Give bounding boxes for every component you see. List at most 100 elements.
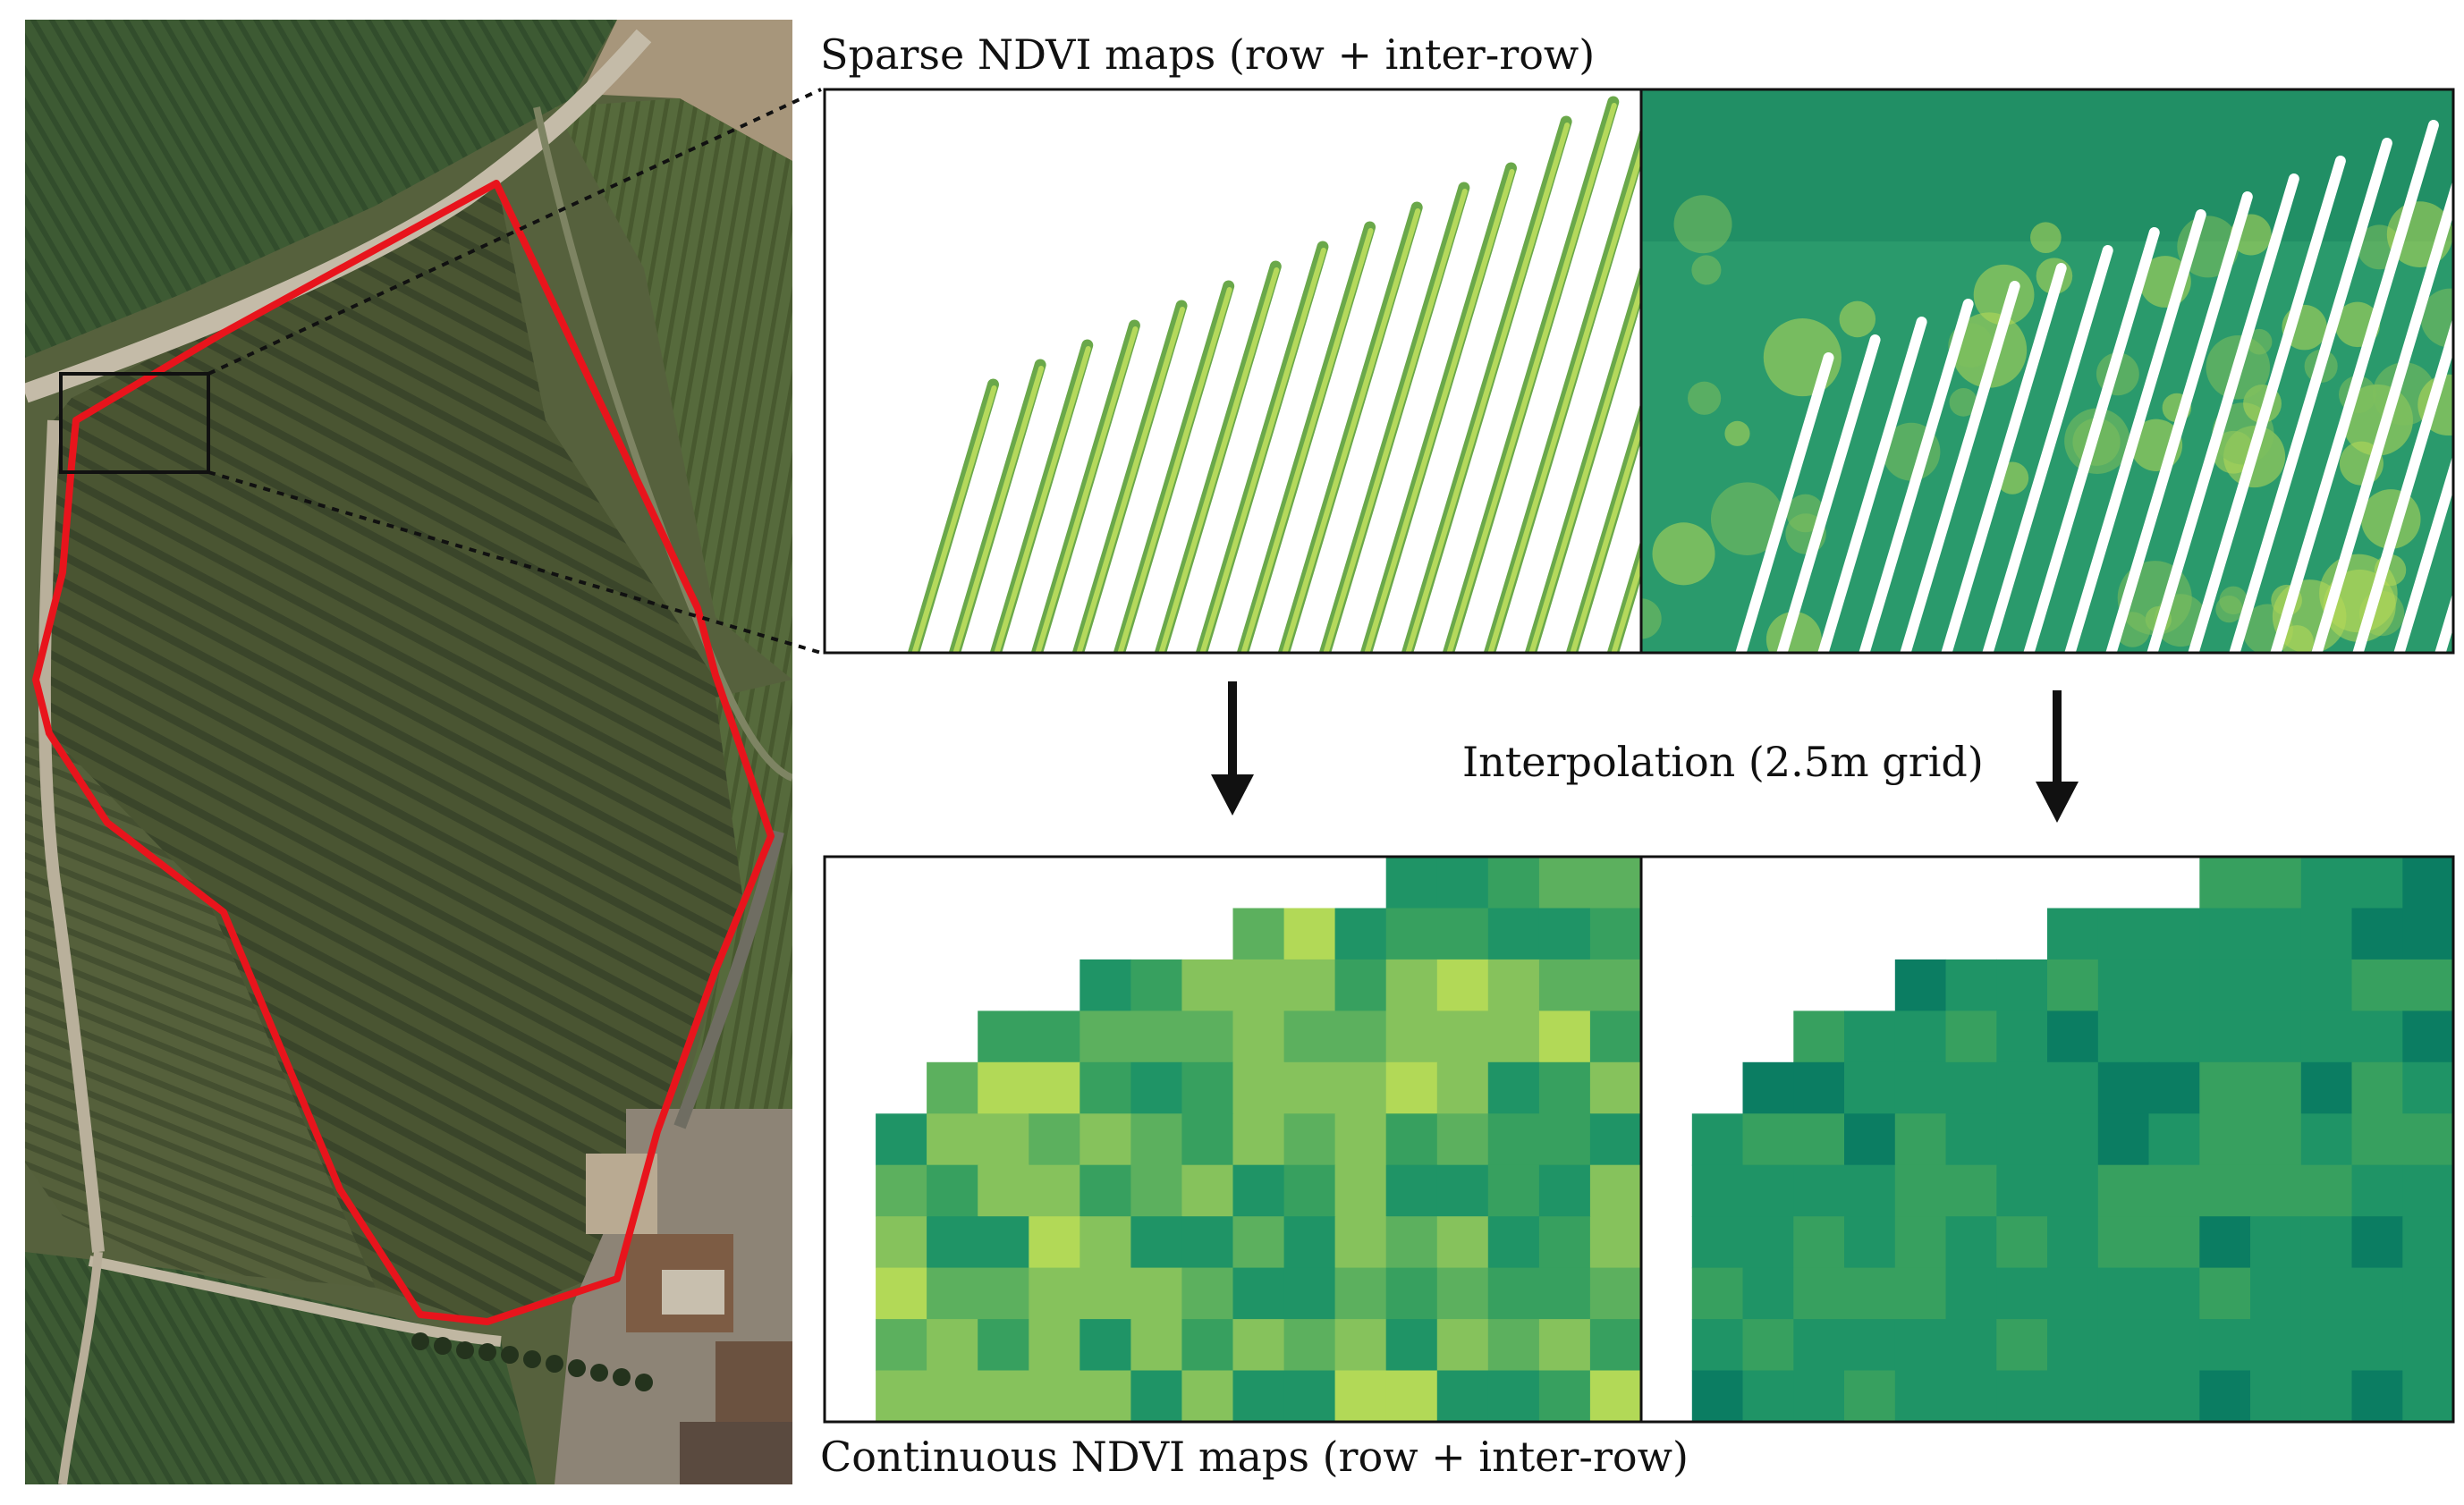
ndvi-grid-cell	[2097, 1164, 2150, 1217]
ndvi-grid-cell	[2148, 1113, 2200, 1166]
ndvi-grid-cell	[2250, 1319, 2302, 1372]
ndvi-grid-cell	[2402, 1164, 2454, 1217]
ndvi-grid-cell	[1793, 1267, 1845, 1320]
ndvi-grid-cell	[1793, 1113, 1845, 1166]
ndvi-grid-cell	[2351, 1113, 2403, 1166]
masked-row-stripe	[2352, 316, 2453, 653]
ndvi-grid-cell	[1283, 1010, 1336, 1063]
ndvi-grid-cell	[1334, 1113, 1387, 1166]
ndvi-grid-cell	[1793, 1010, 1845, 1063]
ndvi-grid-cell	[1283, 1113, 1336, 1166]
ndvi-grid-cell	[1844, 1113, 1896, 1166]
vine-row-highlight	[1323, 189, 1468, 653]
ndvi-grid-cell	[2047, 1010, 2099, 1063]
ndvi-grid-cell	[1029, 1319, 1080, 1372]
ndvi-grid-cell	[1436, 959, 1489, 1011]
ndvi-grid-cell	[2250, 1010, 2302, 1063]
ndvi-grid-cell	[1996, 1216, 2048, 1269]
ndvi-grid-cell	[1793, 1061, 1845, 1114]
ndvi-grid-cell	[1232, 1370, 1285, 1423]
ndvi-grid-cell	[927, 1319, 978, 1372]
ndvi-grid-cell	[1080, 1061, 1131, 1114]
ndvi-grid-cell	[1334, 959, 1387, 1011]
ndvi-grid-cell	[2300, 1061, 2353, 1114]
vine-row-highlight	[911, 385, 997, 653]
ndvi-grid-cell	[1181, 1164, 1234, 1217]
ndvi-grid-cell	[2300, 1319, 2353, 1372]
ndvi-grid-cell	[2097, 1061, 2150, 1114]
ndvi-grid-cell	[1130, 1061, 1183, 1114]
ndvi-patch	[2420, 288, 2453, 348]
ndvi-grid-cell	[1232, 959, 1285, 1011]
ndvi-grid-cell	[2351, 1267, 2403, 1320]
ndvi-grid-cell	[1232, 1010, 1285, 1063]
vine-row-highlight	[1035, 326, 1139, 653]
ndvi-grid-cell	[1742, 1061, 1794, 1114]
ndvi-grid-cell	[1283, 908, 1336, 960]
ndvi-grid-cell	[2300, 1113, 2353, 1166]
ndvi-grid-cell	[2300, 1216, 2353, 1269]
ndvi-grid-cell	[1894, 1216, 1947, 1269]
ndvi-grid-cell	[2097, 959, 2150, 1011]
ndvi-grid-cell	[1181, 1216, 1234, 1269]
ndvi-grid-cell	[1487, 857, 1540, 909]
ndvi-grid-cell	[1945, 1010, 1997, 1063]
masked-row-stripe	[2188, 156, 2346, 653]
ndvi-grid-cell	[1742, 1267, 1794, 1320]
ndvi-grid-cell	[1436, 1319, 1489, 1372]
ndvi-grid-cell	[2402, 1319, 2454, 1372]
ndvi-grid-cell	[978, 1113, 1029, 1166]
masked-row-stripe	[2105, 191, 2253, 653]
ndvi-grid-cell	[2199, 1113, 2251, 1166]
ndvi-grid-cell	[1232, 1113, 1285, 1166]
ndvi-grid-cell	[2402, 1267, 2454, 1320]
ndvi-grid-cell	[2402, 908, 2454, 960]
ndvi-grid-cell	[1130, 1319, 1183, 1372]
ndvi-grid-cell	[1436, 1113, 1489, 1166]
ndvi-grid-cell	[2199, 1370, 2251, 1423]
headland-band	[1641, 89, 2453, 241]
ndvi-grid-cell	[2300, 1267, 2353, 1320]
ndvi-grid-cell	[2250, 1113, 2302, 1166]
ndvi-grid-cell	[1232, 1216, 1285, 1269]
arrow-left-down	[1211, 681, 1254, 816]
ndvi-grid-cell	[2351, 1061, 2403, 1114]
ndvi-grid-cell	[2199, 908, 2251, 960]
ndvi-grid-cell	[1538, 1216, 1591, 1269]
ndvi-grid-cell	[1181, 1267, 1234, 1320]
ndvi-grid-cell	[1080, 1164, 1131, 1217]
ndvi-grid-cell	[1334, 908, 1387, 960]
ndvi-grid-cell	[1130, 1010, 1183, 1063]
ndvi-grid-cell	[1793, 1216, 1845, 1269]
ndvi-grid-cell	[1385, 1010, 1438, 1063]
vine-row-highlight	[1528, 279, 1641, 653]
ndvi-grid-cell	[1589, 1370, 1642, 1423]
ndvi-grid-cell	[2199, 1010, 2251, 1063]
ndvi-grid-cell	[2097, 1319, 2150, 1372]
ndvi-grid-cell	[1589, 1113, 1642, 1166]
ndvi-grid-cell	[2250, 857, 2302, 909]
masked-row-stripe	[1776, 334, 1881, 653]
ndvi-grid-cell	[1436, 857, 1489, 909]
ndvi-grid-cell	[1996, 959, 2048, 1011]
ndvi-grid-cell	[1232, 1164, 1285, 1217]
ndvi-grid-cell	[2250, 1370, 2302, 1423]
ndvi-grid-cell	[2199, 1061, 2251, 1114]
ndvi-patch	[1786, 494, 1825, 533]
ndvi-grid-cell	[1691, 1216, 1744, 1269]
ndvi-grid-cell	[2047, 1319, 2099, 1372]
ndvi-grid-cell	[1029, 1113, 1080, 1166]
ndvi-patch	[1724, 420, 1750, 446]
masked-row-stripe	[1900, 281, 2020, 653]
ndvi-grid-cell	[1894, 1061, 1947, 1114]
ndvi-grid-cell	[2300, 959, 2353, 1011]
ndvi-grid-cell	[1945, 1113, 1997, 1166]
ndvi-grid-cell	[1996, 1164, 2048, 1217]
masked-row-stripe	[2229, 138, 2392, 653]
ndvi-grid-cell	[978, 1370, 1029, 1423]
ndvi-grid-cell	[2351, 1010, 2403, 1063]
ndvi-grid-cell	[2199, 1319, 2251, 1372]
ndvi-grid-cell	[1691, 1164, 1744, 1217]
ndvi-grid-cell	[2351, 1370, 2403, 1423]
ndvi-grid-cell	[1996, 1061, 2048, 1114]
